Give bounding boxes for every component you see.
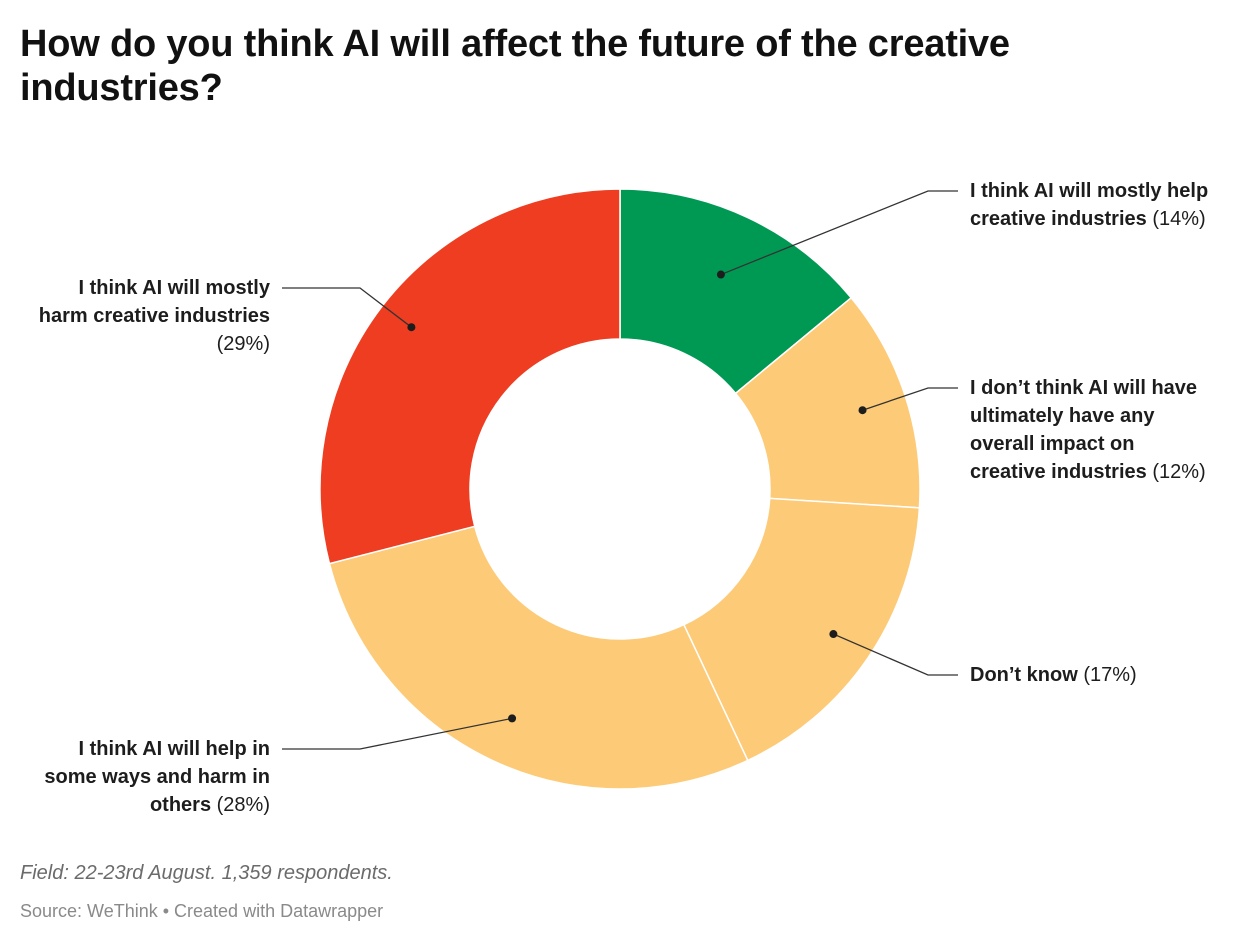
slice-label-text: I think AI will mostly harm creative ind… (38, 277, 270, 327)
slice-i-think-ai-will-mostly-help-creative-ind[interactable] (619, 188, 853, 395)
slice-label-text: Don’t know (970, 664, 1078, 686)
leader-dot (407, 323, 416, 332)
leader-line (833, 633, 958, 676)
slice-value-label: (17%) (1083, 664, 1137, 686)
slice-value-label: (14%) (1152, 208, 1206, 230)
label-i-think-ai-will-mostly-help-creative-ind: I think AI will mostly help creative ind… (970, 177, 1210, 233)
leader-line (282, 287, 412, 328)
label-dont-know: Don’t know (17%) (970, 661, 1210, 689)
leader-line (862, 387, 958, 411)
label-i-think-ai-will-help-in-some-ways-and-ha: I think AI will help in some ways and ha… (30, 735, 270, 819)
slice-i-think-ai-will-help-in-some-ways-and-ha[interactable] (328, 525, 749, 790)
datawrapper-link[interactable]: Created with Datawrapper (174, 901, 384, 921)
field-note: Field: 22-23rd August. 1,359 respondents… (20, 862, 393, 884)
label-i-think-ai-will-mostly-harm-creative-ind: I think AI will mostly harm creative ind… (30, 274, 270, 358)
slice-label-text: I think AI will help in some ways and ha… (44, 738, 270, 816)
source-line: Source: WeThink • Created with Datawrapp… (20, 899, 383, 923)
source-text: Source: WeThink • (20, 901, 175, 921)
slice-value-label: (12%) (1152, 461, 1206, 483)
leader-dot (716, 270, 725, 279)
slice-i-think-ai-will-mostly-harm-creative-ind[interactable] (319, 188, 621, 565)
leader-dot (829, 630, 838, 639)
leader-dot (508, 714, 517, 723)
leader-line (720, 190, 958, 276)
slice-dont-know[interactable] (682, 497, 921, 762)
leader-line (282, 717, 513, 750)
slice-value-label: (28%) (216, 794, 270, 816)
slice-label-text: I think AI will mostly help creative ind… (970, 180, 1209, 230)
label-i-dont-think-ai-will-have-ultimately-hav: I don’t think AI will have ultimately ha… (970, 374, 1210, 486)
slice-label-text: I don’t think AI will have ultimately ha… (970, 377, 1198, 483)
chart-title: How do you think AI will affect the futu… (20, 23, 1010, 109)
leader-dot (858, 406, 867, 415)
slice-value-label: (29%) (216, 333, 270, 355)
